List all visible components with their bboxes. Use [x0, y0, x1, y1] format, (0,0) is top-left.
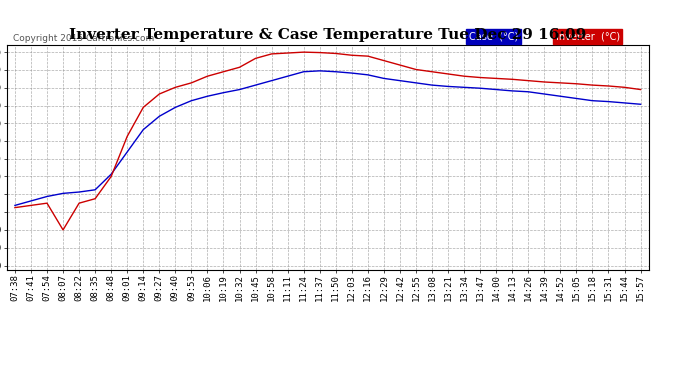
Text: Case  (°C): Case (°C): [469, 32, 518, 42]
Text: Copyright 2015 Cartronics.com: Copyright 2015 Cartronics.com: [13, 34, 155, 43]
Text: Inverter  (°C): Inverter (°C): [555, 32, 620, 42]
Title: Inverter Temperature & Case Temperature Tue Dec 29 16:09: Inverter Temperature & Case Temperature …: [69, 28, 586, 42]
